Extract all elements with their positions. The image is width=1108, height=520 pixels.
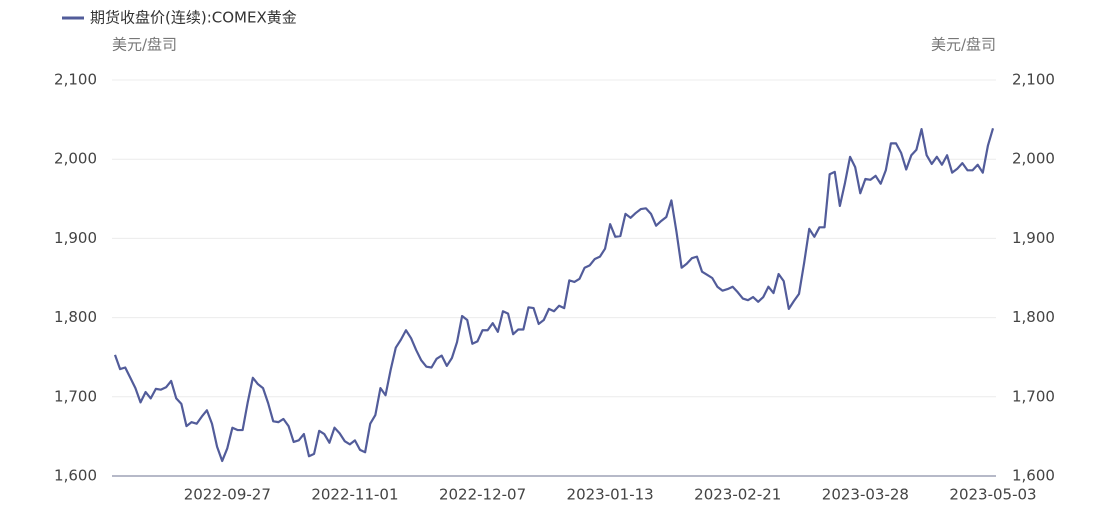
- x-tick-label: 2023-02-21: [694, 486, 781, 504]
- x-tick-label: 2023-05-03: [949, 486, 1036, 504]
- y2-tick-label: 1,700: [1012, 387, 1055, 405]
- y2-tick-label: 1,600: [1012, 467, 1055, 485]
- x-tick-label: 2022-11-01: [311, 486, 398, 504]
- y2-tick-label: 2,000: [1012, 150, 1055, 168]
- y-tick-label: 1,800: [54, 308, 97, 326]
- y-tick-label: 1,700: [54, 387, 97, 405]
- line-series: [113, 128, 995, 463]
- legend: 期货收盘价(连续):COMEX黄金: [62, 9, 297, 27]
- x-tick-label: 2022-12-07: [439, 486, 526, 504]
- legend-label: 期货收盘价(连续):COMEX黄金: [90, 9, 297, 27]
- y-tick-label: 1,900: [54, 229, 97, 247]
- x-tick-label: 2022-09-27: [184, 486, 271, 504]
- x-tick-label: 2023-01-13: [567, 486, 654, 504]
- y2-tick-label: 2,100: [1012, 71, 1055, 89]
- y-tick-label: 2,000: [54, 150, 97, 168]
- y2-axis-unit: 美元/盘司: [931, 36, 996, 54]
- y2-tick-label: 1,800: [1012, 308, 1055, 326]
- y-tick-label: 1,600: [54, 467, 97, 485]
- y-tick-label: 2,100: [54, 71, 97, 89]
- y2-tick-label: 1,900: [1012, 229, 1055, 247]
- x-tick-label: 2023-03-28: [822, 486, 909, 504]
- y-axis-unit: 美元/盘司: [112, 36, 177, 54]
